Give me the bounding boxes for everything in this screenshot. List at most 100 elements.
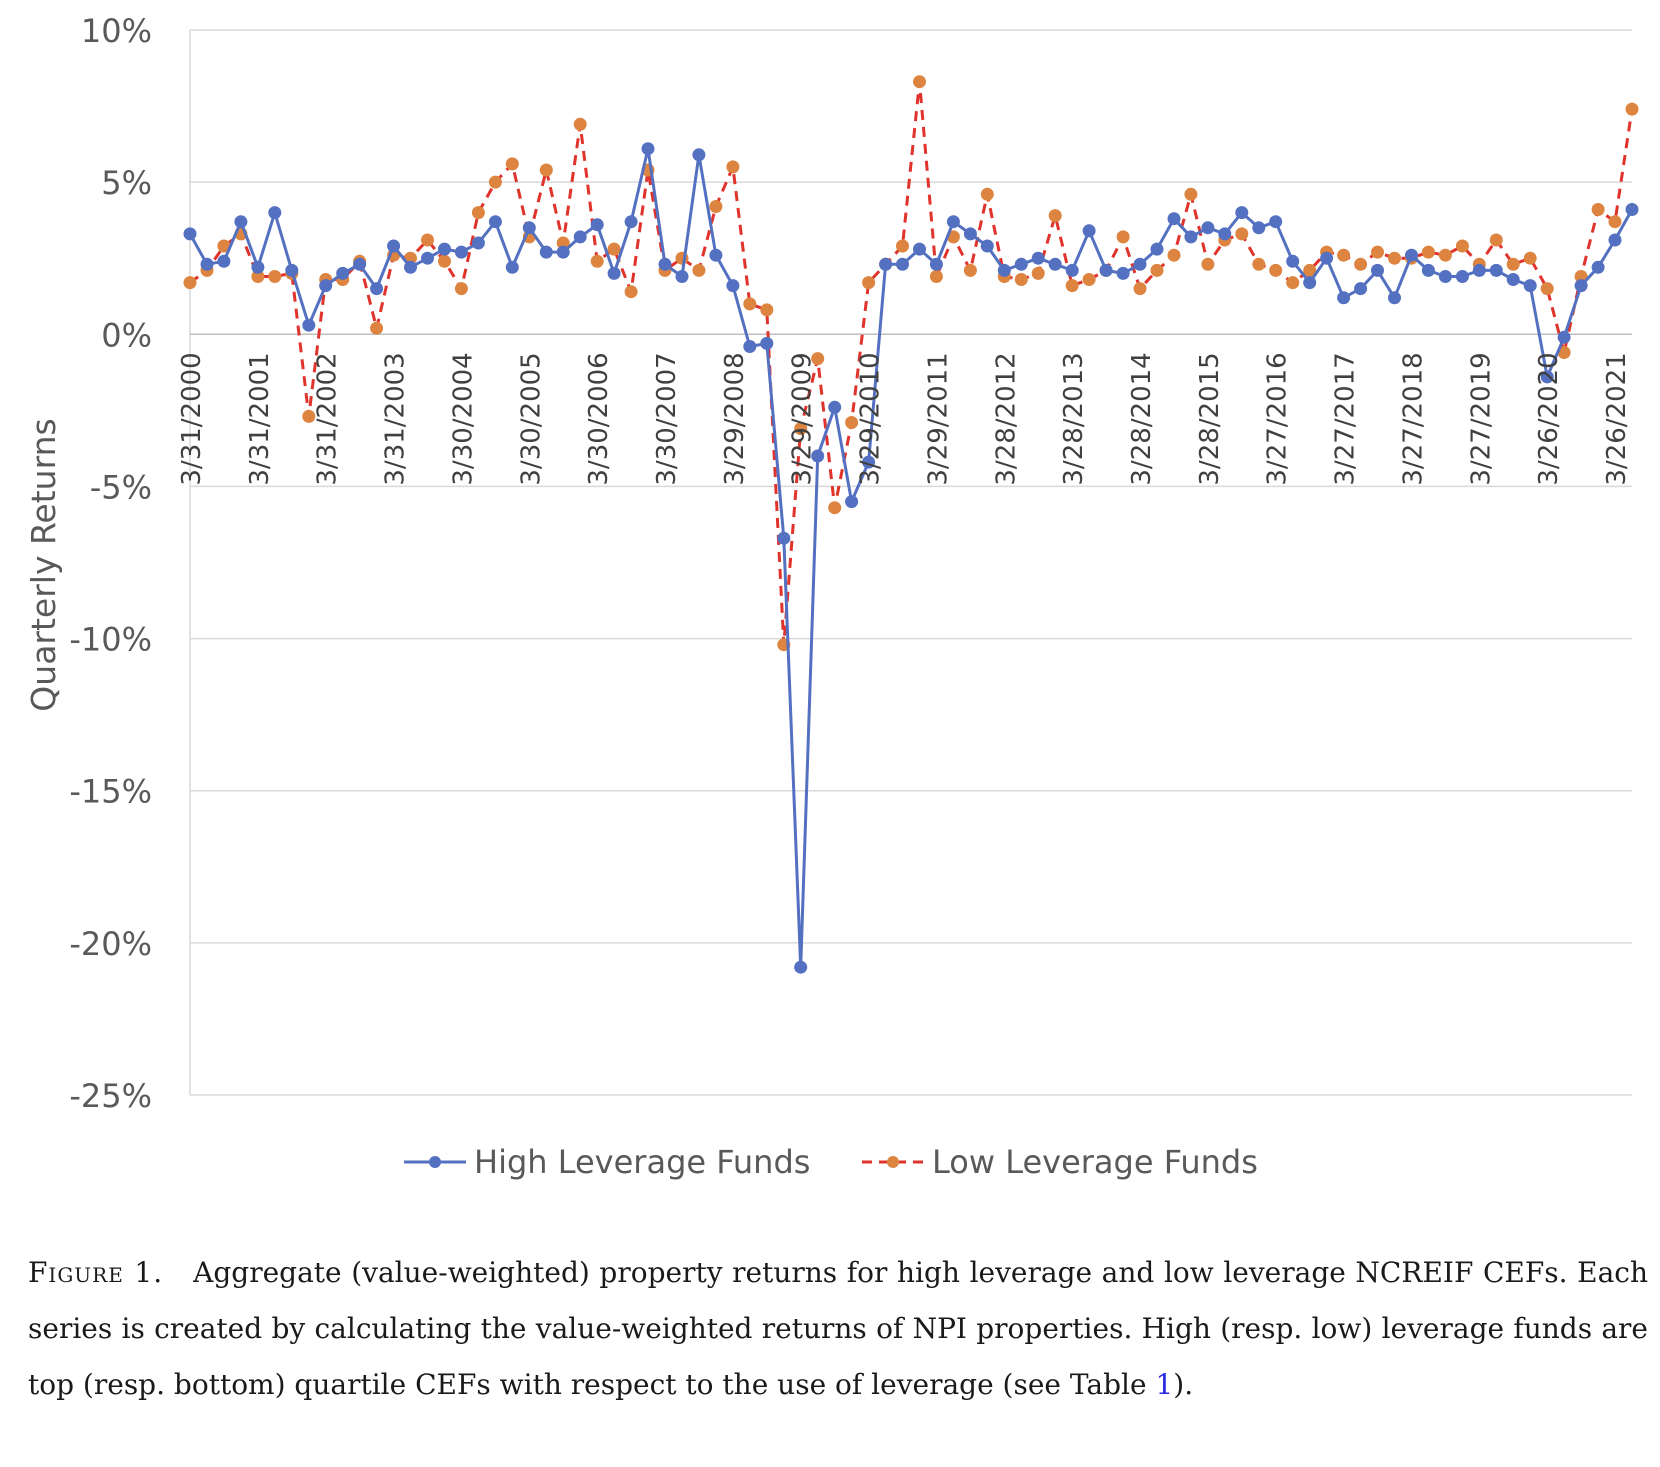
- data-point: [1506, 273, 1520, 286]
- data-point: [624, 285, 638, 299]
- data-point: [896, 239, 909, 253]
- series-0: [183, 142, 1639, 974]
- data-point: [1421, 263, 1435, 277]
- data-point: [929, 270, 943, 283]
- y-axis-label: Quarterly Returns: [24, 418, 63, 711]
- x-tick-label: 3/28/2013: [1059, 352, 1089, 485]
- data-point: [828, 400, 842, 414]
- data-point: [1337, 291, 1351, 305]
- data-point: [302, 318, 316, 332]
- data-point: [1405, 248, 1418, 262]
- data-point: [1320, 251, 1334, 265]
- data-point: [454, 245, 468, 259]
- data-point: [1371, 245, 1384, 259]
- gridlines: [190, 29, 1632, 1096]
- data-point: [607, 266, 621, 280]
- legend: High Leverage Funds Low Leverage Funds: [404, 1143, 1258, 1181]
- data-point: [1252, 221, 1266, 235]
- data-point: [251, 270, 265, 283]
- figure-label: Figure 1.: [28, 1256, 164, 1289]
- data-point: [1133, 282, 1147, 296]
- data-point: [641, 142, 655, 156]
- y-tick-label: 5%: [101, 164, 152, 202]
- x-tick-label: 3/26/2020: [1534, 352, 1564, 485]
- data-point: [488, 175, 502, 189]
- data-point: [1608, 215, 1622, 229]
- data-point: [1167, 212, 1181, 226]
- data-point: [980, 239, 994, 253]
- data-point: [1201, 221, 1215, 235]
- x-tick-label: 3/27/2018: [1399, 352, 1429, 485]
- data-point: [726, 279, 740, 293]
- line-chart: 10%5%0%-5%-10%-15%-20%-25% 3/31/2000 3/31…: [24, 12, 1639, 1181]
- data-point: [913, 75, 926, 89]
- data-point: [777, 531, 791, 545]
- data-point: [336, 266, 350, 280]
- data-point: [1082, 224, 1096, 238]
- y-tick-label: -10%: [69, 621, 152, 659]
- data-point: [1116, 230, 1130, 244]
- data-point: [1167, 248, 1181, 262]
- data-point: [573, 117, 587, 131]
- data-point: [1235, 227, 1249, 241]
- data-point: [1150, 263, 1164, 277]
- data-point: [1116, 266, 1130, 280]
- data-point: [692, 263, 706, 277]
- caption-tail: ).: [1173, 1368, 1194, 1401]
- data-point: [1523, 279, 1537, 293]
- data-point: [1286, 254, 1300, 268]
- data-point: [590, 218, 604, 232]
- legend-marker-low: [887, 1156, 899, 1168]
- data-point: [760, 303, 774, 317]
- series-lines: [183, 75, 1639, 974]
- x-tick-label: 3/29/2011: [923, 352, 953, 485]
- data-point: [1065, 279, 1079, 293]
- table-reference-link[interactable]: 1: [1155, 1368, 1174, 1401]
- x-tick-label: 3/31/2001: [245, 352, 275, 485]
- data-point: [1133, 257, 1147, 271]
- data-point: [946, 215, 960, 229]
- data-point: [794, 960, 808, 974]
- data-point: [624, 215, 638, 229]
- data-point: [1438, 270, 1452, 283]
- data-point: [268, 206, 282, 220]
- data-point: [1303, 263, 1317, 277]
- data-point: [421, 251, 434, 265]
- data-point: [1591, 203, 1605, 216]
- data-point: [319, 279, 333, 293]
- data-point: [1388, 291, 1401, 305]
- data-point: [1014, 257, 1028, 271]
- data-point: [845, 416, 859, 429]
- data-point: [1455, 239, 1469, 253]
- data-point: [438, 242, 451, 256]
- data-point: [743, 297, 757, 311]
- data-point: [370, 282, 384, 296]
- data-point: [692, 148, 706, 162]
- data-point: [709, 248, 723, 262]
- data-point: [1574, 270, 1588, 283]
- data-point: [1489, 233, 1503, 247]
- data-point: [1540, 282, 1554, 296]
- data-point: [438, 254, 451, 268]
- x-tick-label: 3/27/2019: [1466, 352, 1496, 485]
- data-point: [1303, 276, 1317, 290]
- data-point: [404, 260, 417, 274]
- y-tick-label: -15%: [69, 773, 152, 811]
- data-point: [1489, 263, 1503, 277]
- data-point: [217, 254, 231, 268]
- data-point: [726, 160, 740, 174]
- x-tick-label: 3/27/2017: [1331, 352, 1361, 485]
- data-point: [980, 187, 994, 201]
- data-point: [505, 260, 519, 274]
- caption-text: Aggregate (value-weighted) property retu…: [28, 1256, 1649, 1401]
- data-point: [217, 239, 231, 253]
- data-point: [1252, 257, 1266, 271]
- x-tick-label: 3/29/2010: [856, 352, 886, 485]
- data-point: [1099, 263, 1113, 277]
- x-tick-label: 3/29/2008: [720, 352, 750, 485]
- data-point: [1523, 251, 1537, 265]
- y-tick-labels: 10% 5% 0% -5% -10% -15% -20% -25%: [69, 12, 152, 1115]
- data-point: [862, 455, 876, 469]
- data-point: [963, 263, 977, 277]
- data-point: [1557, 346, 1571, 359]
